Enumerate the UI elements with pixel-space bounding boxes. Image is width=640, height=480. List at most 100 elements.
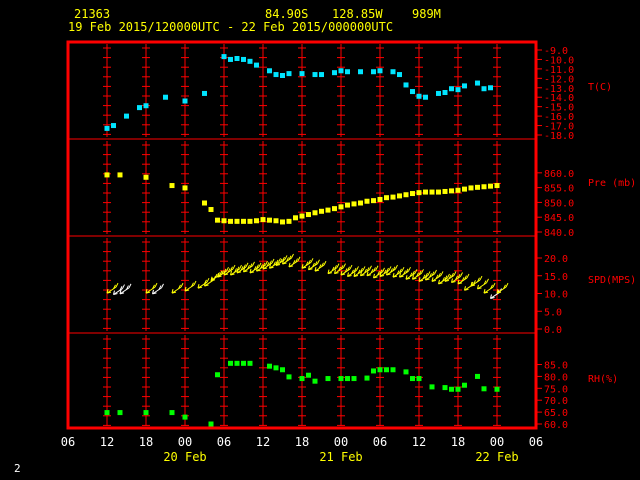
wind-feather bbox=[483, 280, 487, 285]
temp-point bbox=[488, 85, 493, 91]
wind-feather bbox=[442, 277, 445, 282]
wind-barb bbox=[386, 264, 398, 276]
pressure-point bbox=[429, 189, 435, 195]
wind-arrowhead bbox=[204, 281, 206, 287]
wind-feather bbox=[343, 263, 346, 268]
rh-point bbox=[429, 384, 435, 390]
wind-feather bbox=[273, 261, 276, 266]
wind-arrowhead bbox=[249, 268, 252, 274]
wind-feather bbox=[427, 271, 431, 276]
pressure-point bbox=[358, 200, 363, 206]
wind-arrowhead bbox=[373, 273, 375, 279]
temp-point bbox=[358, 69, 363, 75]
wind-arrowhead bbox=[379, 272, 382, 277]
wind-barb bbox=[399, 266, 411, 278]
rh-tick-label: 60.0 bbox=[544, 420, 568, 431]
wind-arrowhead bbox=[366, 274, 372, 277]
time-range: 19 Feb 2015/120000UTC - 22 Feb 2015/0000… bbox=[68, 20, 394, 34]
pressure-point bbox=[377, 196, 383, 202]
wind-feather bbox=[399, 268, 402, 274]
wind-feather bbox=[266, 262, 270, 267]
wind-arrowhead bbox=[275, 261, 278, 266]
rh-point bbox=[494, 386, 500, 392]
temp-point bbox=[416, 93, 422, 99]
rh-point bbox=[384, 367, 389, 373]
wind-arrowhead bbox=[217, 273, 219, 278]
pressure-point bbox=[462, 186, 467, 192]
wind-arrowhead bbox=[204, 284, 209, 287]
pressure-point bbox=[169, 183, 175, 189]
wind-barb bbox=[243, 261, 255, 273]
pressure-point bbox=[390, 194, 396, 200]
pressure-point bbox=[267, 217, 272, 223]
wind-tick-label: 15.0 bbox=[544, 272, 568, 283]
wind-arrowhead bbox=[451, 278, 453, 283]
wind-barb bbox=[314, 260, 327, 272]
temp-tick-label: -10.0 bbox=[544, 55, 574, 66]
rh-point bbox=[475, 373, 480, 379]
series-label: RH(%) bbox=[588, 374, 618, 385]
wind-feather bbox=[260, 264, 263, 269]
wind-feather bbox=[486, 278, 489, 284]
wind-arrowhead bbox=[327, 272, 333, 275]
x-tick-label: 12 bbox=[256, 435, 270, 449]
wind-arrowhead bbox=[197, 284, 200, 289]
wind-shaft bbox=[470, 279, 481, 287]
wind-barb bbox=[431, 271, 444, 282]
wind-barb bbox=[327, 263, 340, 275]
wind-arrowhead bbox=[327, 269, 330, 274]
pressure-point bbox=[280, 219, 285, 225]
pressure-point bbox=[449, 188, 454, 194]
wind-arrowhead bbox=[184, 286, 187, 292]
temp-point bbox=[143, 103, 149, 109]
wind-feather bbox=[349, 264, 353, 270]
rh-point bbox=[345, 376, 350, 382]
wind-arrowhead bbox=[418, 279, 424, 282]
rh-point bbox=[241, 360, 246, 366]
wind-feather bbox=[305, 261, 309, 266]
wind-barb bbox=[444, 271, 457, 282]
wind-arrowhead bbox=[106, 289, 109, 294]
pressure-point bbox=[384, 195, 389, 201]
wind-arrowhead bbox=[269, 266, 274, 269]
rh-point bbox=[234, 360, 240, 366]
wind-feather bbox=[331, 266, 335, 272]
wind-feather bbox=[362, 266, 366, 271]
wind-tick-label: 5.0 bbox=[544, 307, 562, 318]
wind-arrowhead bbox=[340, 270, 343, 276]
wind-arrowhead bbox=[223, 270, 226, 276]
pressure-point bbox=[247, 218, 253, 224]
x-tick-label: 06 bbox=[373, 435, 387, 449]
rh-point bbox=[481, 386, 487, 392]
wind-feather bbox=[344, 268, 348, 273]
wind-barb bbox=[392, 266, 405, 278]
x-tick-label: 18 bbox=[139, 435, 153, 449]
wind-barb bbox=[418, 271, 431, 282]
wind-arrowhead bbox=[438, 282, 443, 285]
pressure-point bbox=[215, 217, 220, 223]
wind-feather bbox=[429, 273, 432, 278]
wind-shaft bbox=[106, 286, 117, 294]
wind-feather bbox=[286, 257, 289, 262]
temp-tick-label: -18.0 bbox=[544, 131, 574, 142]
wind-arrowhead bbox=[353, 274, 359, 277]
wind-shaft bbox=[119, 287, 130, 295]
rh-point bbox=[371, 368, 376, 374]
temp-point bbox=[338, 68, 344, 74]
wind-arrowhead bbox=[282, 259, 284, 265]
wind-feather bbox=[412, 270, 415, 276]
wind-barb bbox=[282, 253, 294, 265]
frame-border bbox=[66, 40, 538, 430]
temp-point bbox=[312, 72, 318, 78]
wind-feather bbox=[382, 267, 385, 273]
temp-point bbox=[455, 87, 461, 93]
wind-feather bbox=[338, 266, 341, 272]
temp-point bbox=[481, 86, 487, 92]
wind-arrowhead bbox=[444, 279, 450, 282]
wind-shaft bbox=[152, 287, 162, 295]
wind-feather bbox=[340, 265, 344, 270]
wind-arrowhead bbox=[444, 277, 447, 282]
wind-arrowhead bbox=[145, 289, 148, 294]
wind-barb bbox=[477, 278, 489, 290]
wind-feather bbox=[447, 273, 450, 279]
